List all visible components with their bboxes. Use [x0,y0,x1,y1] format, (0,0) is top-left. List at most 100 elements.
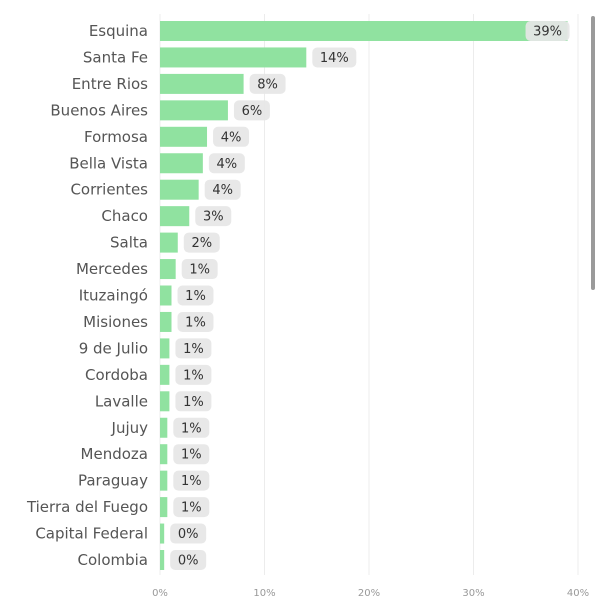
data-label: 1% [175,364,212,385]
scrollbar-thumb[interactable] [591,16,595,290]
bar[interactable] [160,338,170,359]
data-label-bg [312,47,357,68]
bar[interactable] [160,153,203,174]
bar[interactable] [160,391,170,412]
data-label-text: 1% [185,289,206,304]
data-label-text: 0% [178,554,199,569]
data-label-bg [173,444,210,465]
category-label: Salta [110,234,148,252]
bar[interactable] [160,470,168,491]
category-label: Chaco [101,207,148,225]
data-label: 4% [204,179,241,200]
bar[interactable] [160,126,208,147]
data-label: 1% [173,470,210,491]
category-label: Paraguay [78,472,148,490]
bar[interactable] [160,100,228,121]
bar[interactable] [160,444,168,465]
data-label: 1% [173,497,210,518]
data-label-bg [525,21,570,41]
bar[interactable] [160,523,165,544]
data-label: 1% [175,391,212,412]
category-label: Tierra del Fuego [26,498,148,516]
bar[interactable] [160,206,190,227]
category-label: Bella Vista [69,154,148,172]
bar[interactable] [160,285,172,306]
x-axis-ticks: 0% 10% 20% 30% 40% [152,588,589,599]
bar[interactable] [160,47,307,68]
data-label: 2% [183,232,220,253]
data-label-bg [175,364,212,385]
category-label: Entre Rios [72,75,148,93]
bar[interactable] [160,311,172,332]
data-label-bg [173,417,210,438]
data-label-bg [170,550,207,570]
data-label-text: 1% [183,342,204,357]
bar[interactable] [160,179,199,200]
x-tick-label: 0% [152,588,168,599]
x-tick-label: 30% [462,588,484,599]
bar[interactable] [160,364,170,385]
data-label: 8% [249,73,286,94]
data-label-text: 0% [178,527,199,542]
data-label-text: 1% [181,421,202,436]
data-label-bg [204,179,241,200]
data-label-bg [175,338,212,359]
gridlines [159,14,579,575]
category-label: Misiones [83,313,148,331]
data-label-text: 1% [189,263,210,278]
x-tick-label: 20% [358,588,380,599]
data-labels: 39%14%8%6%4%4%4%3%2%1%1%1%1%1%1%1%1%1%1%… [170,21,570,570]
data-label-bg [208,153,245,174]
data-label-text: 2% [191,236,212,251]
data-label-text: 1% [181,448,202,463]
category-label: Jujuy [111,419,149,437]
data-label: 6% [233,100,270,121]
data-label-bg [249,73,286,94]
data-label-bg [183,232,220,253]
data-label-bg [170,523,207,544]
data-label: 1% [177,285,214,306]
data-label-text: 1% [185,315,206,330]
category-label: Buenos Aires [50,101,148,119]
category-label: Esquina [89,22,148,40]
bar[interactable] [160,21,568,41]
category-label: Lavalle [95,392,148,410]
data-label-text: 39% [533,25,562,40]
data-label: 4% [213,126,250,147]
data-label-bg [175,391,212,412]
bar[interactable] [160,259,176,280]
data-label: 0% [170,550,207,570]
data-label-bg [173,470,210,491]
data-label: 0% [170,523,207,544]
category-label: Formosa [84,128,148,146]
data-label: 1% [173,444,210,465]
category-label: Mendoza [81,445,148,463]
x-tick-label: 40% [567,588,589,599]
category-labels: Esquina Santa Fe Entre Rios Buenos Aires For… [26,22,148,569]
data-label-text: 8% [257,77,278,92]
bars [160,21,568,570]
category-label: Cordoba [85,366,148,384]
data-label: 3% [195,206,232,227]
data-label-text: 1% [181,501,202,516]
data-label: 1% [177,311,214,332]
category-label: Capital Federal [35,525,148,543]
data-label-text: 3% [203,210,224,225]
data-label-text: 6% [242,104,263,119]
data-label-bg [177,311,214,332]
category-label: Mercedes [76,260,148,278]
data-label-text: 1% [183,395,204,410]
bar[interactable] [160,417,168,438]
category-label: Ituzaingó [79,287,148,305]
category-label: 9 de Julio [79,339,148,357]
category-label: Colombia [78,551,149,569]
data-label-text: 1% [181,474,202,489]
data-label-text: 4% [217,157,238,172]
bar[interactable] [160,550,165,570]
data-label-bg [233,100,270,121]
data-label: 4% [208,153,245,174]
bar[interactable] [160,497,168,518]
data-label: 1% [175,338,212,359]
bar[interactable] [160,232,178,253]
bar[interactable] [160,73,244,94]
